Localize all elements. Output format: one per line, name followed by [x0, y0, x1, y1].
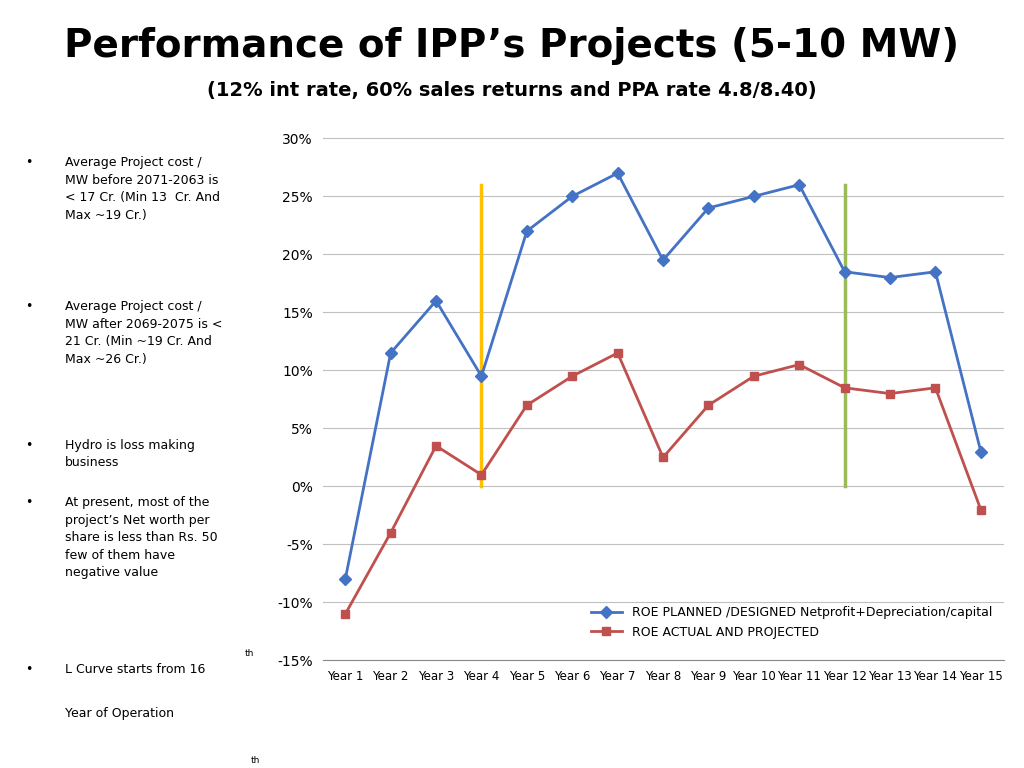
Text: Hydro is loss making
business: Hydro is loss making business	[65, 439, 195, 469]
ROE ACTUAL AND PROJECTED	[702, 401, 715, 410]
ROE PLANNED /DESIGNED Netprofit+Depreciation/capital	[339, 574, 351, 584]
ROE PLANNED /DESIGNED Netprofit+Depreciation/capital	[520, 227, 532, 236]
ROE PLANNED /DESIGNED Netprofit+Depreciation/capital	[657, 256, 670, 265]
Text: •: •	[26, 300, 33, 313]
Text: •: •	[26, 157, 33, 170]
Text: •: •	[26, 496, 33, 509]
ROE ACTUAL AND PROJECTED	[566, 372, 579, 381]
ROE PLANNED /DESIGNED Netprofit+Depreciation/capital	[930, 267, 942, 276]
ROE PLANNED /DESIGNED Netprofit+Depreciation/capital	[748, 192, 760, 201]
ROE PLANNED /DESIGNED Netprofit+Depreciation/capital	[430, 296, 442, 306]
Text: L Curve starts from 16: L Curve starts from 16	[65, 664, 205, 677]
ROE PLANNED /DESIGNED Netprofit+Depreciation/capital	[975, 447, 987, 456]
Text: Average Project cost /
MW after 2069-2075 is <
21 Cr. (Min ~19 Cr. And
Max ~26 C: Average Project cost / MW after 2069-207…	[65, 300, 222, 366]
Text: (12% int rate, 60% sales returns and PPA rate 4.8/8.40): (12% int rate, 60% sales returns and PPA…	[207, 81, 817, 100]
Line: ROE PLANNED /DESIGNED Netprofit+Depreciation/capital: ROE PLANNED /DESIGNED Netprofit+Deprecia…	[341, 169, 985, 584]
ROE ACTUAL AND PROJECTED	[430, 441, 442, 450]
Text: At present, most of the
project’s Net worth per
share is less than Rs. 50
few of: At present, most of the project’s Net wo…	[65, 496, 217, 579]
ROE PLANNED /DESIGNED Netprofit+Depreciation/capital	[884, 273, 896, 282]
ROE ACTUAL AND PROJECTED	[839, 383, 851, 392]
Text: th: th	[251, 756, 260, 764]
ROE PLANNED /DESIGNED Netprofit+Depreciation/capital	[793, 180, 805, 190]
Text: •: •	[26, 664, 33, 677]
ROE ACTUAL AND PROJECTED	[339, 610, 351, 619]
ROE ACTUAL AND PROJECTED	[748, 372, 760, 381]
ROE PLANNED /DESIGNED Netprofit+Depreciation/capital	[611, 168, 624, 177]
Text: Performance of IPP’s Projects (5-10 MW): Performance of IPP’s Projects (5-10 MW)	[65, 27, 959, 65]
ROE PLANNED /DESIGNED Netprofit+Depreciation/capital	[566, 192, 579, 201]
ROE ACTUAL AND PROJECTED	[793, 360, 805, 369]
ROE ACTUAL AND PROJECTED	[520, 401, 532, 410]
Legend: ROE PLANNED /DESIGNED Netprofit+Depreciation/capital, ROE ACTUAL AND PROJECTED: ROE PLANNED /DESIGNED Netprofit+Deprecia…	[586, 601, 997, 644]
ROE ACTUAL AND PROJECTED	[975, 505, 987, 515]
Text: Year of Operation: Year of Operation	[65, 707, 174, 720]
Text: Average Project cost /
MW before 2071-2063 is
< 17 Cr. (Min 13  Cr. And
Max ~19 : Average Project cost / MW before 2071-20…	[65, 157, 219, 222]
Text: •: •	[26, 439, 33, 452]
ROE PLANNED /DESIGNED Netprofit+Depreciation/capital	[385, 349, 397, 358]
ROE PLANNED /DESIGNED Netprofit+Depreciation/capital	[839, 267, 851, 276]
Text: th: th	[245, 649, 254, 658]
ROE PLANNED /DESIGNED Netprofit+Depreciation/capital	[475, 372, 487, 381]
ROE ACTUAL AND PROJECTED	[930, 383, 942, 392]
Line: ROE ACTUAL AND PROJECTED: ROE ACTUAL AND PROJECTED	[341, 349, 985, 618]
ROE ACTUAL AND PROJECTED	[611, 349, 624, 358]
ROE PLANNED /DESIGNED Netprofit+Depreciation/capital	[702, 204, 715, 213]
ROE ACTUAL AND PROJECTED	[657, 453, 670, 462]
ROE ACTUAL AND PROJECTED	[475, 470, 487, 479]
ROE ACTUAL AND PROJECTED	[385, 528, 397, 538]
ROE ACTUAL AND PROJECTED	[884, 389, 896, 398]
